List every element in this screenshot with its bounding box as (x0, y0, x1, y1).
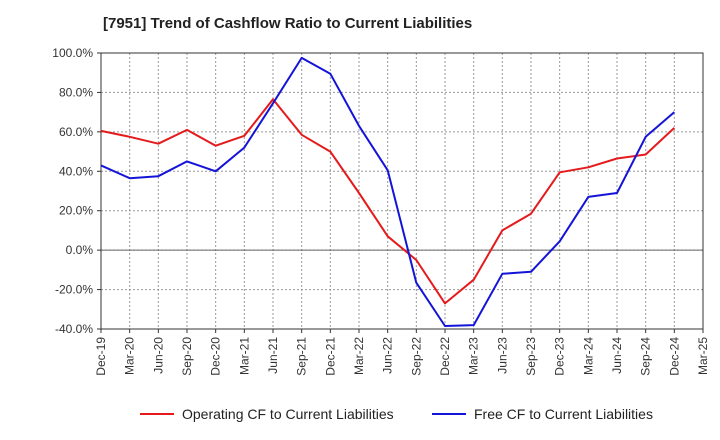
y-tick-label: 0.0% (66, 243, 94, 257)
chart-title: [7951] Trend of Cashflow Ratio to Curren… (103, 15, 473, 32)
y-tick-label: 60.0% (59, 125, 93, 139)
y-tick-label: 100.0% (52, 46, 93, 60)
x-tick-label: Jun-24 (610, 337, 624, 374)
x-tick-label: Dec-23 (553, 337, 567, 376)
y-tick-label: 40.0% (59, 164, 93, 178)
x-tick-label: Dec-19 (94, 337, 108, 376)
x-tick-label: Sep-20 (180, 337, 194, 376)
x-tick-label: Mar-21 (237, 337, 251, 375)
x-tick-label: Dec-24 (667, 337, 681, 376)
x-tick-label: Dec-20 (209, 337, 223, 376)
x-tick-label: Dec-21 (323, 337, 337, 376)
x-tick-label: Dec-22 (438, 337, 452, 376)
x-tick-label: Mar-24 (581, 337, 595, 375)
grid-lines (100, 52, 704, 330)
x-tick-label: Mar-23 (467, 337, 481, 375)
y-tick-label: 80.0% (59, 85, 93, 99)
x-tick-label: Jun-23 (495, 337, 509, 374)
y-tick-label: -40.0% (55, 322, 93, 336)
x-tick-label: Mar-22 (352, 337, 366, 375)
plot-area-frame (100, 52, 704, 330)
x-tick-label: Mar-25 (696, 337, 710, 375)
x-tick-label: Sep-24 (639, 337, 653, 376)
legend: Operating CF to Current Liabilities Free … (140, 406, 653, 422)
x-tick-label: Jun-22 (381, 337, 395, 374)
x-tick-label: Jun-20 (151, 337, 165, 374)
y-axis-ticks: 100.0% 80.0% 60.0% 40.0% 20.0% 0.0% -20.0% -40.… (52, 46, 101, 336)
x-tick-label: Sep-22 (409, 337, 423, 376)
x-tick-label: Mar-20 (123, 337, 137, 375)
y-tick-label: 20.0% (59, 204, 93, 218)
legend-operating-cf-label: Operating CF to Current Liabilities (182, 406, 394, 422)
x-axis-ticks: Dec-19 Mar-20 Jun-20 Sep-20 Dec-20 Mar-21 Jun-… (94, 329, 710, 376)
x-tick-label: Sep-21 (295, 337, 309, 376)
legend-free-cf-label: Free CF to Current Liabilities (474, 406, 653, 422)
x-tick-label: Sep-23 (524, 337, 538, 376)
y-tick-label: -20.0% (55, 283, 93, 297)
x-tick-label: Jun-21 (266, 337, 280, 374)
series-lines (100, 56, 675, 327)
